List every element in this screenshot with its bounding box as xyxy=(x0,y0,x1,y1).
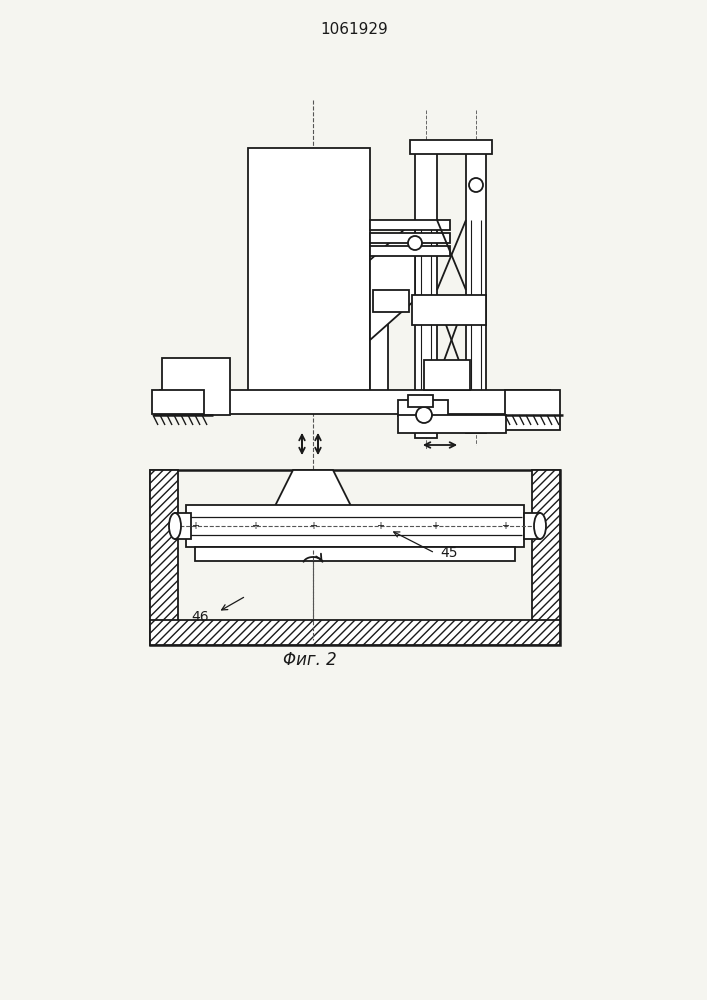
Bar xyxy=(466,148,486,433)
Text: +: + xyxy=(431,521,439,531)
Bar xyxy=(398,415,506,433)
Bar xyxy=(162,358,230,415)
Bar xyxy=(370,246,450,256)
Bar xyxy=(248,148,370,400)
Bar xyxy=(150,470,178,645)
Circle shape xyxy=(408,236,422,250)
Bar xyxy=(373,290,409,312)
Bar xyxy=(410,140,492,154)
Bar xyxy=(408,395,433,407)
Polygon shape xyxy=(273,470,353,510)
Bar xyxy=(175,513,191,539)
Bar xyxy=(150,470,560,645)
Bar xyxy=(150,620,560,645)
Text: +: + xyxy=(501,521,509,531)
Bar xyxy=(412,295,486,325)
Bar xyxy=(398,400,448,416)
Text: 1061929: 1061929 xyxy=(320,22,388,37)
Bar xyxy=(370,235,388,395)
Bar xyxy=(532,470,560,645)
Text: +: + xyxy=(251,521,259,531)
Bar xyxy=(505,390,560,430)
Polygon shape xyxy=(370,220,415,340)
Bar xyxy=(195,547,515,561)
Bar xyxy=(370,233,450,243)
Bar xyxy=(415,148,437,438)
Text: 46: 46 xyxy=(191,610,209,624)
Text: 45: 45 xyxy=(440,546,457,560)
Circle shape xyxy=(416,407,432,423)
Bar xyxy=(424,360,470,390)
Text: Φиг. 2: Φиг. 2 xyxy=(283,651,337,669)
Bar xyxy=(160,390,550,414)
Bar xyxy=(524,513,540,539)
Ellipse shape xyxy=(169,513,181,539)
Ellipse shape xyxy=(534,513,546,539)
Circle shape xyxy=(469,178,483,192)
Text: +: + xyxy=(191,521,199,531)
Bar xyxy=(370,220,450,230)
Bar xyxy=(186,505,524,547)
Text: +: + xyxy=(309,521,317,531)
Bar xyxy=(152,390,204,414)
Text: +: + xyxy=(376,521,384,531)
